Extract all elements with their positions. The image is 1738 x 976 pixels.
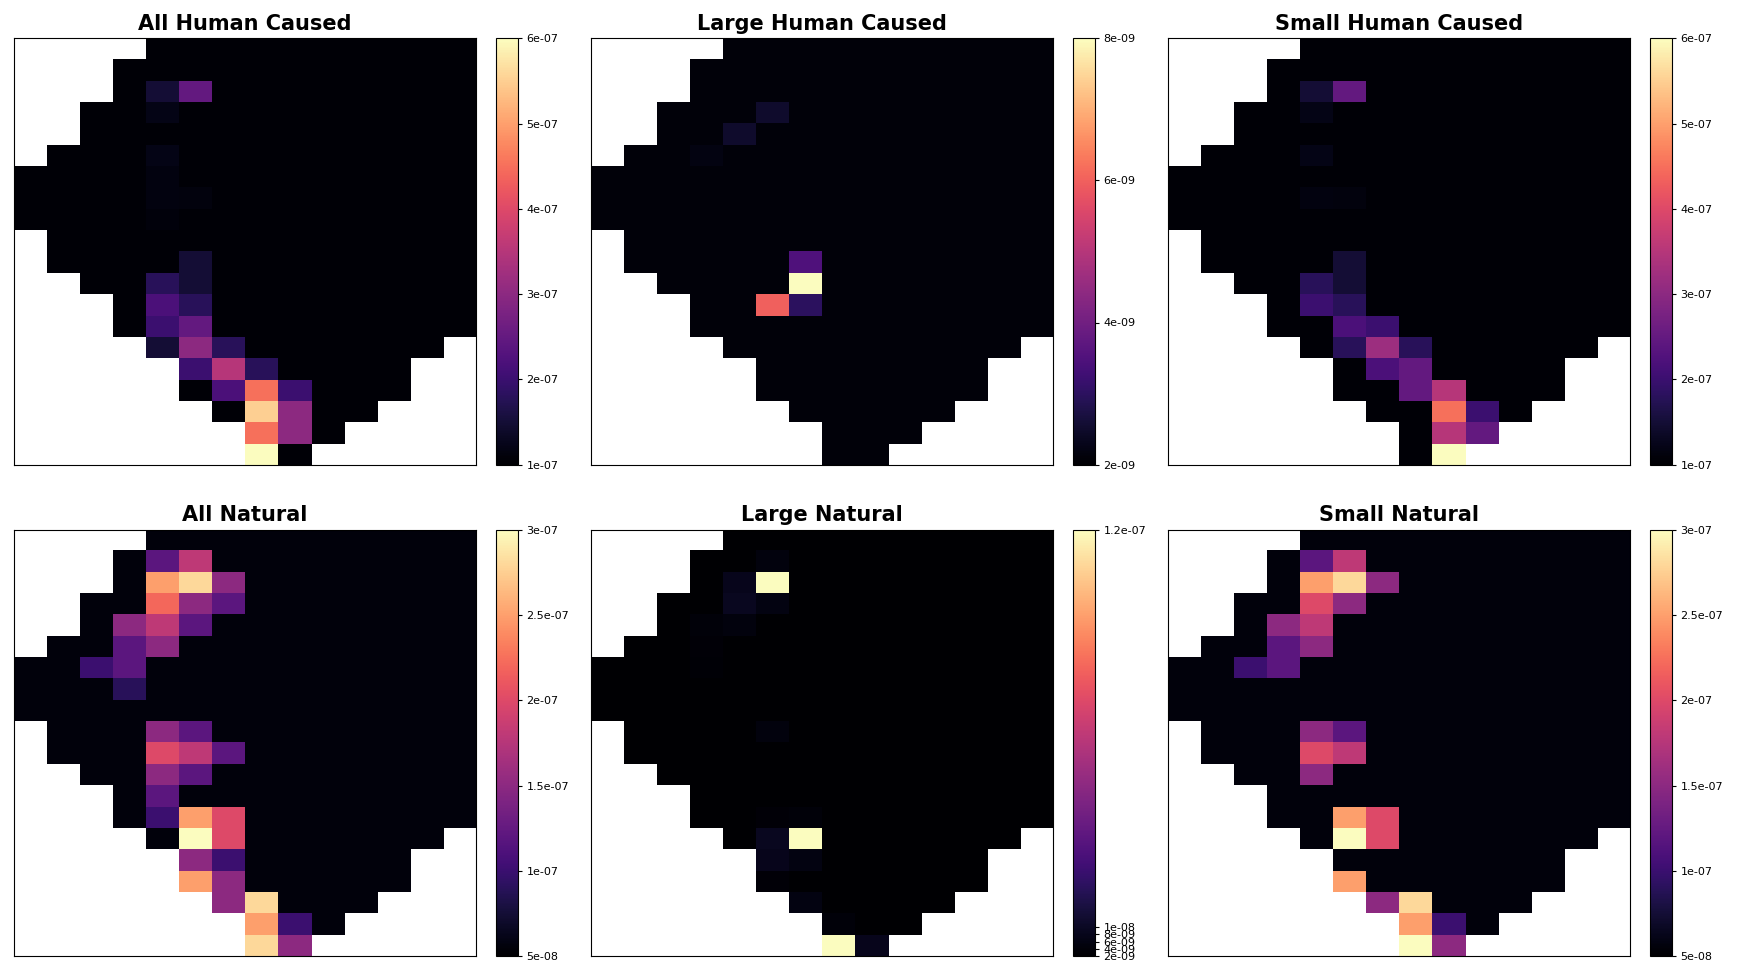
Title: All Human Caused: All Human Caused xyxy=(139,14,351,34)
Title: All Natural: All Natural xyxy=(182,506,308,525)
Title: Small Natural: Small Natural xyxy=(1319,506,1479,525)
Title: Small Human Caused: Small Human Caused xyxy=(1276,14,1522,34)
Title: Large Natural: Large Natural xyxy=(740,506,902,525)
Title: Large Human Caused: Large Human Caused xyxy=(697,14,947,34)
